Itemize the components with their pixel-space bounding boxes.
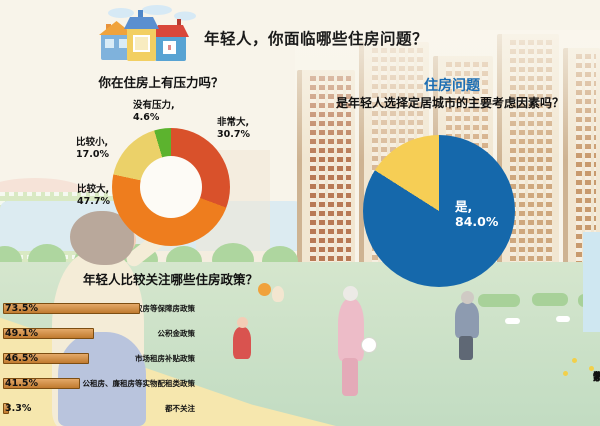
bar-row: 公租房、廉租房等实物配租类政策 41.5% <box>0 371 480 396</box>
settle-chart-title: 住房问题 <box>424 78 480 94</box>
elderly-figure <box>338 299 364 361</box>
flower-shape <box>563 371 568 376</box>
bar-label: 都不关注 <box>165 404 195 413</box>
bar-row: 市场租房补贴政策 46.5% <box>0 346 480 371</box>
policy-bar-fill <box>3 328 95 339</box>
credit-material-source: 素材来源：视觉中国 <box>593 371 600 383</box>
policy-bar-fill <box>3 403 10 414</box>
bar-label: 市场租房补贴政策 <box>135 354 195 363</box>
man-figure <box>455 302 479 338</box>
child-figure <box>233 327 251 359</box>
man-legs <box>459 336 473 360</box>
pressure-donut-hole <box>140 156 202 218</box>
baby-figure <box>272 286 284 302</box>
elderly-legs <box>342 358 358 396</box>
credit-author: 制图：杜园春 <box>593 371 600 383</box>
bar-value: 73.5% <box>5 303 38 314</box>
bar-value: 3.3% <box>5 403 32 414</box>
slice-label-text: 没有压力, <box>133 100 175 111</box>
slice-label-value: 84.0% <box>455 214 499 229</box>
settle-chart-subtitle: 是年轻人选择定居城市的主要考虑因素吗？ <box>335 96 564 110</box>
slice-label-value: 17.0% <box>76 149 109 160</box>
bar-row: 公积金政策 49.1% <box>0 321 480 346</box>
orange-ball <box>258 283 271 296</box>
bar-label: 公积金政策 <box>157 329 196 338</box>
hedge-shape <box>532 293 568 306</box>
bar-row: 经济适用房、限价商品房、共有产权房等保障房政策 73.5% <box>0 296 480 321</box>
slice-label-value: 30.7% <box>217 129 250 140</box>
slice-label-value: 4.6% <box>133 112 160 123</box>
settle-pie <box>363 135 515 287</box>
bar-value: 41.5% <box>5 378 38 389</box>
policy-bar-fill <box>3 303 140 314</box>
houses-icon <box>99 5 196 61</box>
car-shape <box>505 318 520 324</box>
flower-shape <box>572 358 577 363</box>
flower-shape <box>589 366 594 371</box>
background-sky-strip <box>583 232 600 332</box>
slice-label-text: 是, <box>455 199 473 214</box>
bar-row: 都不关注 3.3% <box>0 396 480 421</box>
slice-label-text: 非常大, <box>217 117 250 128</box>
policy-bar-fill <box>3 378 81 389</box>
white-ball <box>361 337 377 353</box>
bar-value: 49.1% <box>5 328 38 339</box>
slice-label-text: 比较大, <box>77 184 110 195</box>
bar-label: 公租房、廉租房等实物配租类政策 <box>82 379 196 388</box>
policy-bar-fill <box>3 353 90 364</box>
slice-label-value: 47.7% <box>77 196 110 207</box>
elderly-head <box>343 286 358 301</box>
policies-bar-chart: 经济适用房、限价商品房、共有产权房等保障房政策 73.5% 公积金政策 49.1… <box>0 296 480 426</box>
child-head <box>237 317 248 328</box>
hedge-shape <box>478 294 520 307</box>
man-head <box>461 291 474 304</box>
policies-chart-title: 年轻人比较关注哪些住房政策？ <box>83 272 259 287</box>
credit-data-source: 数据来源：中国青年报社社会调查中心 <box>593 371 600 383</box>
bar-value: 46.5% <box>5 353 38 364</box>
car-shape <box>556 316 570 322</box>
page-title: 年轻人，你面临哪些住房问题？ <box>204 30 429 48</box>
slice-label-text: 比较小, <box>76 137 109 148</box>
pressure-chart-title: 你在住房上有压力吗？ <box>98 75 224 90</box>
